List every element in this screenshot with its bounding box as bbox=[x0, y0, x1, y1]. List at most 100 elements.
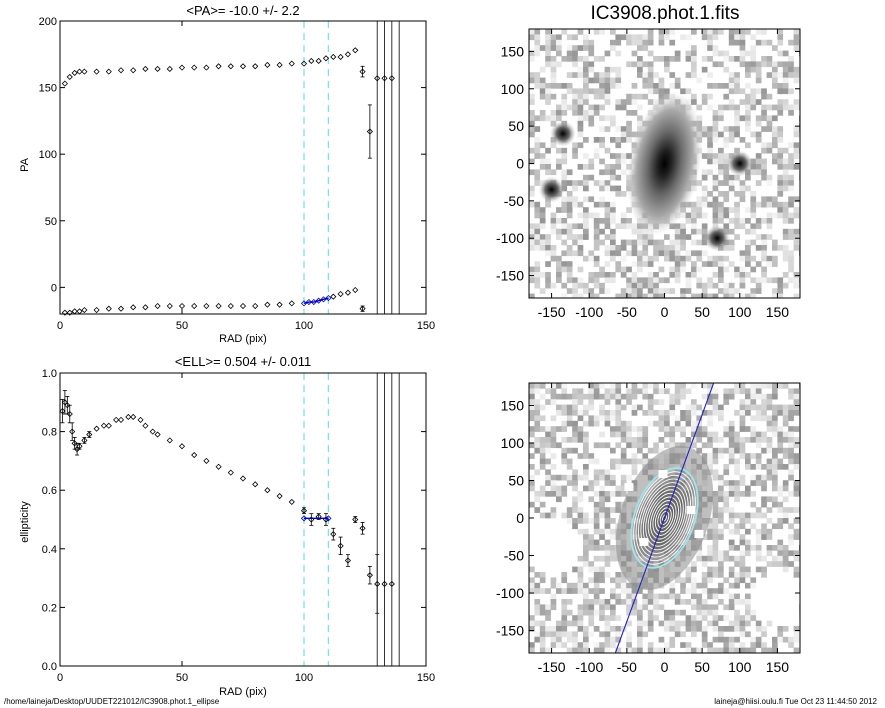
contour-noise-pixel bbox=[675, 653, 681, 659]
image-noise-pixel bbox=[653, 282, 659, 289]
image-noise-pixel bbox=[723, 266, 730, 273]
image-noise-pixel bbox=[637, 56, 643, 62]
image-noise-pixel bbox=[658, 239, 665, 246]
image-noise-pixel bbox=[637, 234, 643, 240]
contour-noise-pixel bbox=[620, 431, 627, 438]
contour-noise-pixel bbox=[604, 393, 611, 400]
ell-data-point bbox=[69, 428, 76, 435]
contour-noise-pixel bbox=[755, 539, 762, 546]
image-noise-pixel bbox=[755, 158, 762, 165]
contour-noise-pixel bbox=[529, 474, 535, 481]
image-noise-pixel bbox=[685, 88, 692, 95]
image-noise-pixel bbox=[610, 29, 616, 35]
ell-data-point bbox=[227, 469, 234, 476]
image-noise-pixel bbox=[615, 50, 622, 57]
image-noise-pixel bbox=[772, 239, 778, 246]
contour-noise-pixel bbox=[583, 442, 589, 449]
contour-noise-pixel bbox=[723, 388, 730, 395]
image-noise-pixel bbox=[761, 250, 767, 257]
contour-noise-pixel bbox=[658, 420, 665, 427]
image-noise-pixel bbox=[566, 207, 573, 213]
image-noise-pixel bbox=[750, 164, 757, 170]
contour-noise-pixel bbox=[577, 566, 584, 573]
contour-noise-pixel bbox=[539, 426, 546, 432]
image-noise-pixel bbox=[701, 239, 708, 246]
contour-noise-pixel bbox=[766, 399, 773, 405]
contour-noise-pixel bbox=[707, 383, 713, 389]
image-noise-pixel bbox=[566, 266, 573, 273]
contour-noise-pixel bbox=[745, 491, 751, 497]
contour-noise-pixel bbox=[696, 582, 703, 589]
image-noise-pixel bbox=[604, 218, 611, 224]
contour-noise-pixel bbox=[685, 577, 692, 584]
image-noise-pixel bbox=[718, 277, 724, 284]
contour-noise-pixel bbox=[615, 399, 622, 405]
contour-x-tick-label: 0 bbox=[661, 659, 669, 675]
contour-noise-pixel bbox=[685, 415, 692, 422]
contour-noise-pixel bbox=[712, 572, 719, 578]
image-noise-pixel bbox=[701, 212, 708, 219]
contour-noise-pixel bbox=[734, 512, 740, 519]
image-noise-pixel bbox=[669, 72, 676, 78]
image-noise-pixel bbox=[691, 66, 697, 73]
contour-noise-pixel bbox=[545, 609, 551, 616]
contour-noise-pixel bbox=[788, 523, 794, 530]
contour-noise-pixel bbox=[723, 501, 730, 508]
contour-noise-pixel bbox=[539, 383, 546, 389]
image-noise-pixel bbox=[707, 158, 713, 165]
contour-noise-pixel bbox=[680, 426, 686, 432]
image-noise-pixel bbox=[734, 212, 740, 219]
contour-noise-pixel bbox=[750, 404, 757, 411]
contour-noise-pixel bbox=[529, 615, 535, 621]
image-noise-pixel bbox=[610, 245, 616, 251]
image-noise-pixel bbox=[599, 218, 605, 224]
contour-noise-pixel bbox=[588, 631, 595, 638]
contour-noise-pixel bbox=[788, 507, 794, 513]
contour-noise-pixel bbox=[615, 572, 622, 578]
contour-noise-pixel bbox=[539, 404, 546, 411]
image-noise-pixel bbox=[745, 66, 751, 73]
image-noise-pixel bbox=[626, 223, 632, 230]
image-noise-pixel bbox=[539, 158, 546, 165]
image-noise-pixel bbox=[793, 282, 800, 289]
image-noise-pixel bbox=[755, 164, 762, 170]
image-noise-pixel bbox=[631, 288, 638, 294]
image-noise-pixel bbox=[793, 228, 800, 235]
image-noise-pixel bbox=[728, 88, 735, 95]
contour-noise-pixel bbox=[566, 609, 573, 616]
image-noise-pixel bbox=[734, 29, 740, 35]
image-noise-pixel bbox=[647, 282, 654, 289]
image-noise-pixel bbox=[534, 83, 541, 89]
pa-y-tick-label: 50 bbox=[45, 216, 57, 228]
contour-noise-pixel bbox=[761, 528, 767, 535]
image-noise-pixel bbox=[604, 50, 611, 57]
contour-noise-pixel bbox=[728, 447, 735, 454]
image-noise-pixel bbox=[685, 234, 692, 240]
image-noise-pixel bbox=[728, 245, 735, 251]
contour-noise-pixel bbox=[691, 431, 697, 438]
contour-noise-pixel bbox=[712, 528, 719, 535]
image-noise-pixel bbox=[793, 277, 800, 284]
image-noise-pixel bbox=[545, 245, 551, 251]
contour-noise-pixel bbox=[707, 528, 713, 535]
image-noise-pixel bbox=[539, 83, 546, 89]
image-noise-pixel bbox=[772, 277, 778, 284]
contour-noise-pixel bbox=[793, 528, 800, 535]
contour-noise-pixel bbox=[615, 383, 622, 389]
image-noise-pixel bbox=[680, 34, 686, 41]
image-noise-pixel bbox=[599, 196, 605, 203]
contour-noise-pixel bbox=[745, 437, 751, 443]
image-noise-pixel bbox=[707, 153, 713, 159]
image-noise-pixel bbox=[534, 207, 541, 213]
contour-noise-pixel bbox=[631, 453, 638, 459]
image-noise-pixel bbox=[599, 239, 605, 246]
contour-noise-pixel bbox=[556, 393, 562, 400]
contour-noise-pixel bbox=[745, 453, 751, 459]
contour-noise-pixel bbox=[701, 631, 708, 638]
contour-noise-pixel bbox=[599, 528, 605, 535]
image-noise-pixel bbox=[793, 72, 800, 78]
image-noise-pixel bbox=[647, 234, 654, 240]
contour-noise-pixel bbox=[777, 539, 784, 546]
image-noise-pixel bbox=[577, 88, 584, 95]
contour-noise-pixel bbox=[658, 388, 665, 395]
